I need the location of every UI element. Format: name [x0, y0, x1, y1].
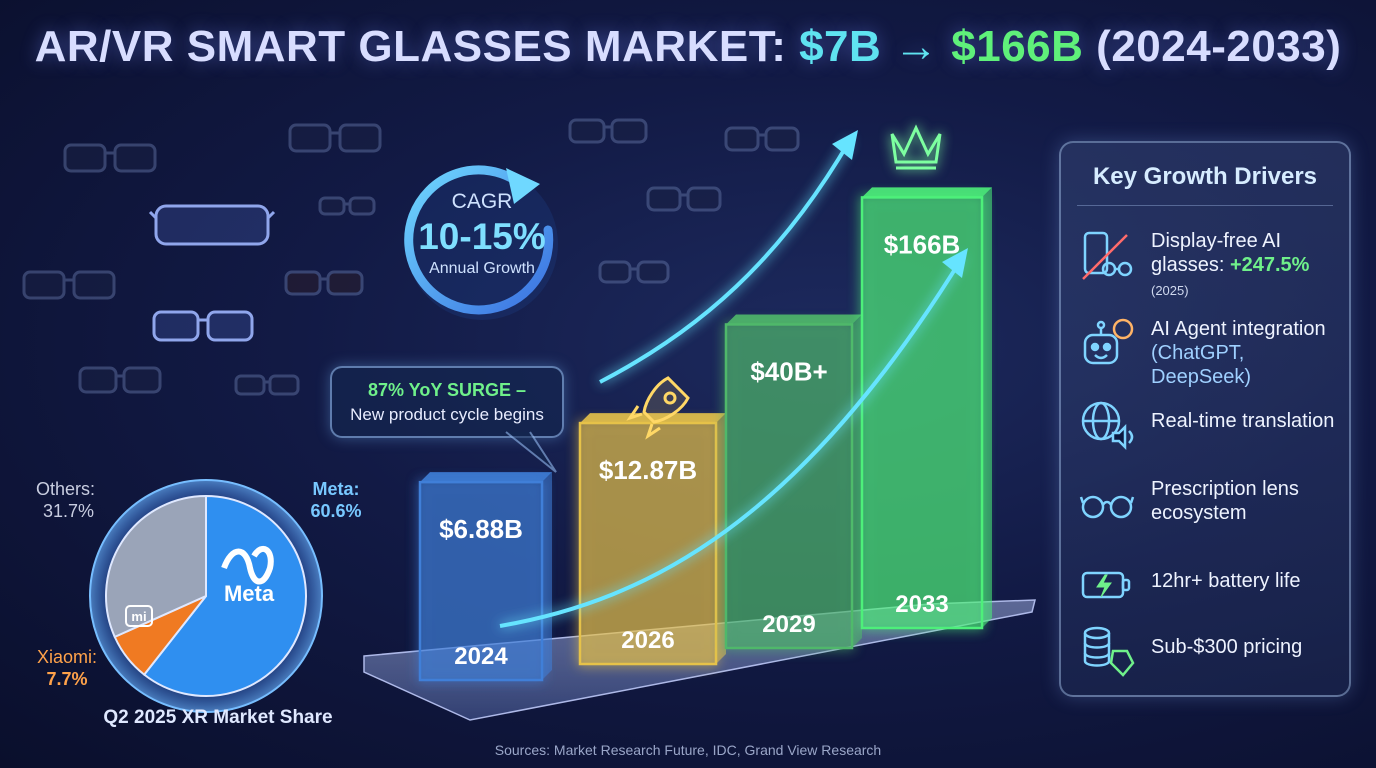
driver-battery: 12hr+ battery life — [1079, 557, 1341, 617]
others-name: Others: — [36, 479, 96, 499]
bar-category-label: 2024 — [454, 643, 508, 670]
coins-tag-icon — [1083, 626, 1135, 677]
driver-line1: Real-time translation — [1151, 410, 1335, 432]
driver-ai-agent: AI Agent integration (ChatGPT, DeepSeek) — [1079, 317, 1341, 388]
callout-subtext: New product cycle begins — [350, 405, 544, 424]
bar-top — [580, 413, 726, 424]
phone-glasses-icon — [1082, 231, 1133, 280]
driver-line2: ecosystem — [1151, 502, 1247, 524]
driver-text: Sub-$300 pricing — [1151, 635, 1343, 659]
cagr-label: CAGR — [451, 190, 513, 213]
bar-value-label: $166B — [884, 229, 961, 259]
bar-value-label: $40B+ — [750, 356, 827, 386]
cagr-value: 10-15% — [418, 216, 546, 257]
xiaomi-name: Xiaomi: — [36, 647, 98, 667]
drivers-divider — [1077, 205, 1333, 206]
driver-text: AI Agent integration (ChatGPT, DeepSeek) — [1151, 317, 1343, 389]
driver-display-free-ai: Display-free AI glasses: +247.5% (2025) — [1079, 229, 1341, 298]
driver-line1: AI Agent integration — [1151, 318, 1326, 340]
driver-line1: 12hr+ battery life — [1151, 570, 1301, 592]
bar-2026: $12.87B 2026 — [578, 413, 726, 666]
driver-prescription: Prescription lens ecosystem — [1079, 477, 1341, 537]
bar-side — [716, 413, 726, 664]
driver-line1: Display-free AI — [1151, 230, 1282, 252]
driver-note: (2025) — [1151, 283, 1189, 298]
driver-pricing: Sub-$300 pricing — [1079, 623, 1341, 683]
growth-arrow-upper-head — [832, 130, 858, 160]
title-arrow: → — [894, 22, 939, 71]
driver-text: Display-free AI glasses: +247.5% (2025) — [1151, 229, 1343, 303]
globe-speaker-icon — [1081, 401, 1134, 451]
callout-headline: 87% YoY SURGE – — [367, 380, 527, 400]
driver-text: 12hr+ battery life — [1151, 569, 1343, 593]
bar-top — [420, 472, 552, 483]
bar-front — [724, 323, 854, 650]
pie-chart-title: Q2 2025 XR Market Share — [103, 707, 333, 728]
title-range: (2024-2033) — [1096, 22, 1342, 71]
bar-value-label: $12.87B — [599, 455, 697, 485]
cagr-text: CAGR 10-15% Annual Growth — [398, 160, 566, 328]
driver-line2: (ChatGPT, DeepSeek) — [1151, 342, 1252, 388]
growth-arrow-upper — [599, 138, 852, 384]
bar-category-label: 2026 — [621, 627, 674, 654]
cagr-ring — [404, 165, 558, 320]
driver-line2: glasses: — [1151, 254, 1230, 276]
driver-line1: Sub-$300 pricing — [1151, 636, 1303, 658]
bar-category-label: 2033 — [895, 591, 948, 618]
others-pct: 31.7% — [42, 501, 94, 521]
crown-icon — [890, 124, 942, 170]
sources-footer: Sources: Market Research Future, IDC, Gr… — [494, 742, 882, 758]
xiaomi-logo-icon — [125, 605, 153, 627]
bar-value-label: $6.88B — [439, 514, 523, 544]
meta-slice-label: Meta — [224, 581, 275, 606]
driver-line1: Prescription lens — [1151, 478, 1299, 500]
driver-highlight: +247.5% — [1229, 254, 1310, 276]
eyeglasses-icon — [1079, 495, 1135, 519]
drivers-title: Key Growth Drivers — [1092, 163, 1318, 190]
title-prefix: AR/VR SMART GLASSES MARKET: — [34, 22, 787, 71]
yoy-surge-callout: 87% YoY SURGE – New product cycle begins — [330, 366, 564, 438]
xiaomi-logo-text: mi — [131, 609, 146, 624]
driver-text: Prescription lens ecosystem — [1151, 477, 1343, 525]
bar-2029: $40B+ 2029 — [724, 314, 862, 650]
xiaomi-pct: 7.7% — [46, 669, 88, 689]
meta-pct: 60.6% — [310, 501, 362, 521]
cagr-subtitle: Annual Growth — [429, 260, 535, 277]
bar-side — [982, 187, 992, 628]
bar-top — [726, 314, 862, 325]
driver-text: Real-time translation — [1151, 409, 1343, 433]
title-to: $166B — [951, 22, 1084, 71]
robot-brain-icon — [1083, 318, 1134, 365]
bar-side — [852, 314, 862, 648]
bar-side — [542, 472, 552, 680]
pie-label-others: Others: 31.7% — [36, 478, 96, 522]
pie-slice-others — [105, 494, 207, 639]
bar-2024: $6.88B 2024 — [418, 472, 552, 682]
key-growth-drivers-panel: Key Growth Drivers Display-free AI glass… — [1059, 141, 1351, 697]
market-share-pie-chart: Meta mi — [89, 479, 323, 713]
callout-tail — [505, 431, 557, 473]
bar-category-label: 2029 — [762, 611, 815, 638]
page-title: AR/VR SMART GLASSES MARKET: $7B → $166B … — [0, 22, 1376, 72]
rocket-icon — [626, 376, 690, 440]
driver-translation: Real-time translation — [1079, 397, 1341, 457]
pie-label-xiaomi: Xiaomi: 7.7% — [32, 646, 102, 690]
bar-2033: $166B 2033 — [860, 187, 992, 630]
pie-label-meta: Meta: 60.6% — [306, 478, 366, 522]
bar-front — [578, 421, 718, 666]
growth-arrow-lower-head — [942, 248, 968, 278]
battery-icon — [1081, 571, 1131, 599]
bar-top — [862, 187, 992, 198]
bar-front — [418, 480, 544, 682]
meta-name: Meta: — [312, 479, 360, 499]
meta-logo-icon — [221, 545, 274, 585]
title-from: $7B — [799, 22, 882, 71]
growth-arrow-lower — [499, 256, 964, 628]
pie-slice-meta — [142, 494, 307, 697]
